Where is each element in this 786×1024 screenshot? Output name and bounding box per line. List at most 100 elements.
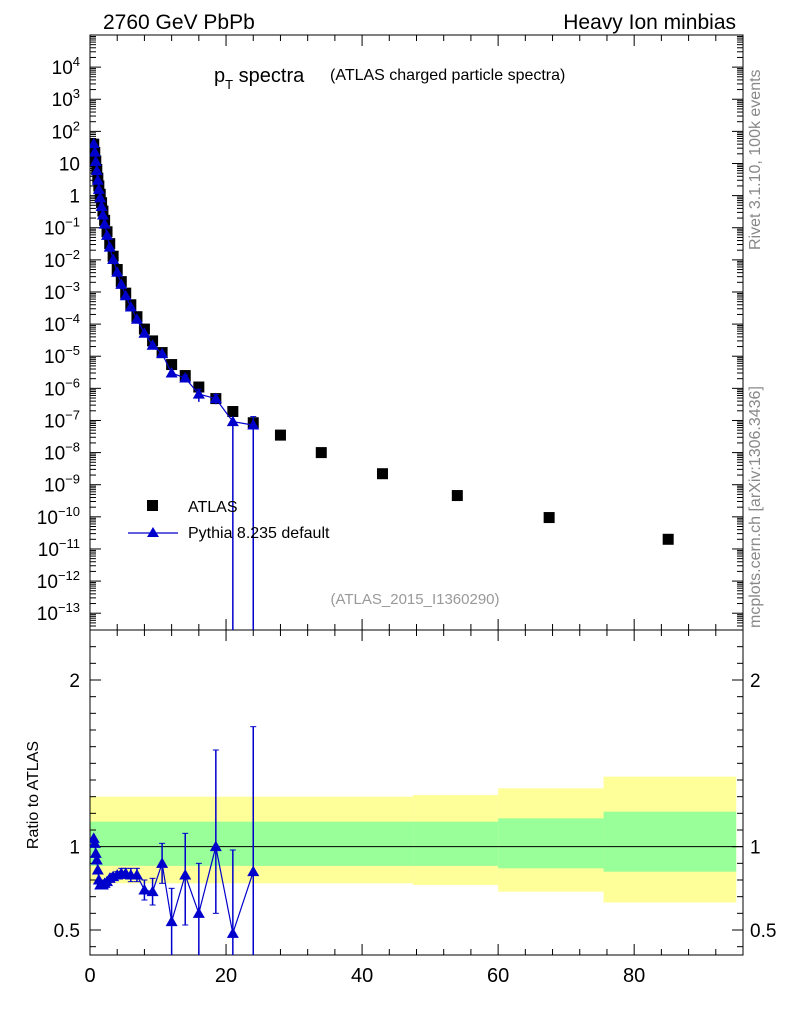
ytick-label-1e4: 104 (52, 54, 80, 79)
mcplots-label: mcplots.cern.ch [arXiv:1306.3436] (747, 386, 764, 628)
pythia-point-20 (156, 347, 169, 359)
pythia-point-26 (247, 419, 260, 430)
title-p: p (214, 65, 225, 87)
data-layer (90, 137, 674, 955)
ytick-bot-label-right-0.5: 0.5 (750, 921, 776, 942)
atlas-point-27 (274, 429, 286, 441)
ratio-point-1 (90, 837, 101, 848)
ytick-label-1e-1: 10−1 (44, 215, 80, 240)
ratio-point-26 (247, 865, 260, 877)
pythia-point-18 (138, 327, 151, 338)
ytick-bot-label-2: 2 (69, 671, 80, 692)
legend-pythia-marker (147, 527, 159, 537)
pythia-point-19 (146, 339, 159, 350)
ratio-point-3 (90, 854, 103, 865)
title-paren: (ATLAS charged particle spectra) (330, 67, 565, 84)
legend-pythia-label: Pythia 8.235 default (188, 525, 330, 542)
pythia-point-8 (96, 208, 109, 220)
atlas-point-29 (376, 468, 388, 480)
analysis-label: (ATLAS_2015_I1360290) (330, 591, 499, 608)
pythia-point-24 (209, 392, 222, 404)
atlas-point-28 (315, 447, 327, 459)
ratio-point-23 (192, 907, 205, 918)
ytick-bot-label-right-1: 1 (750, 838, 761, 859)
pythia-point-14 (115, 278, 128, 289)
ratio-point-24 (209, 840, 222, 852)
pythia-point-16 (124, 301, 137, 312)
ytick-label-1e-11: 10−11 (38, 536, 80, 561)
atlas-point-32 (662, 533, 674, 545)
pythia-point-21 (165, 367, 178, 378)
ratio-point-19 (146, 885, 159, 897)
xtick-label-40: 40 (351, 965, 373, 987)
ytick-label-1e-12: 10−12 (37, 568, 80, 593)
ytick-label-1e-5: 10−5 (44, 343, 80, 368)
xtick-label-60: 60 (487, 965, 509, 987)
band-inner-0 (90, 821, 414, 866)
atlas-point-21 (166, 359, 178, 371)
ratio-point-18 (138, 884, 151, 895)
ytick-label-1e-10: 10−10 (37, 504, 80, 529)
ytick-label-1e-2: 10−2 (44, 247, 80, 272)
pythia-point-23 (192, 388, 205, 399)
atlas-point-23 (193, 381, 205, 393)
xtick-label-0: 0 (84, 965, 95, 987)
ratio-ylabel: Ratio to ATLAS (25, 741, 42, 849)
pythia-point-15 (119, 289, 132, 301)
pythia-point-13 (111, 266, 124, 277)
title-sub: T (225, 77, 233, 92)
xtick-label-20: 20 (215, 965, 237, 987)
band-inner-3 (603, 811, 737, 872)
ratio-point-17 (130, 869, 143, 880)
band-inner-1 (413, 821, 499, 866)
pythia-point-3 (90, 164, 103, 176)
pythia-point-6 (94, 191, 107, 203)
ytick-label-1e-3: 10−3 (44, 279, 80, 304)
ratio-point-21 (165, 915, 178, 927)
ratio-bands (90, 776, 737, 903)
pythia-point-7 (95, 200, 108, 211)
header-right: Heavy Ion minbias (563, 11, 736, 34)
ytick-label-1e-9: 10−9 (44, 472, 80, 497)
plot-title: pT spectra (214, 65, 305, 92)
rivet-label: Rivet 3.1.10, 100k events (747, 69, 764, 250)
ratio-point-25 (226, 927, 239, 938)
pythia-point-0 (90, 137, 100, 149)
ratio-point-4 (91, 864, 104, 875)
title-main: spectra (233, 65, 305, 87)
ytick-label-1e-6: 10−6 (44, 375, 80, 400)
bottom-data (90, 726, 260, 955)
pythia-point-22 (179, 371, 192, 383)
ytick-label-1e0: 1 (69, 187, 80, 208)
ytick-label-1e1: 10 (59, 154, 80, 175)
pythia-point-2 (90, 155, 102, 167)
ytick-bot-label-1: 1 (69, 838, 80, 859)
atlas-point-31 (543, 512, 555, 524)
pythia-point-1 (90, 146, 101, 157)
ytick-label-1e-8: 10−8 (44, 440, 80, 465)
pythia-point-25 (226, 415, 239, 427)
xtick-label-80: 80 (623, 965, 645, 987)
pythia-point-12 (107, 253, 120, 264)
pythia-point-9 (98, 218, 111, 229)
top-data (90, 137, 674, 630)
pythia-point-5 (92, 183, 105, 194)
legend-atlas-label: ATLAS (188, 499, 238, 516)
axes: 0 20 40 60 8010−1310−1210−1110−1010−910−810−… (37, 34, 776, 987)
atlas-point-25 (227, 406, 239, 418)
pythia-point-4 (91, 174, 104, 185)
ytick-bot-label-0.5: 0.5 (54, 921, 80, 942)
ratio-point-2 (90, 847, 102, 858)
atlas-point-30 (451, 490, 463, 502)
ytick-label-1e-4: 10−4 (44, 311, 80, 336)
ytick-label-1e-7: 10−7 (44, 407, 80, 432)
pythia-point-17 (130, 313, 143, 324)
band-inner-2 (498, 818, 604, 869)
ytick-label-1e2: 102 (52, 118, 80, 143)
ytick-label-1e3: 103 (52, 86, 80, 111)
legend-atlas-marker (147, 500, 158, 511)
ytick-bot-label-right-2: 2 (750, 671, 761, 692)
legend: ATLAS Pythia 8.235 default (128, 499, 330, 542)
ratio-point-20 (156, 857, 169, 868)
